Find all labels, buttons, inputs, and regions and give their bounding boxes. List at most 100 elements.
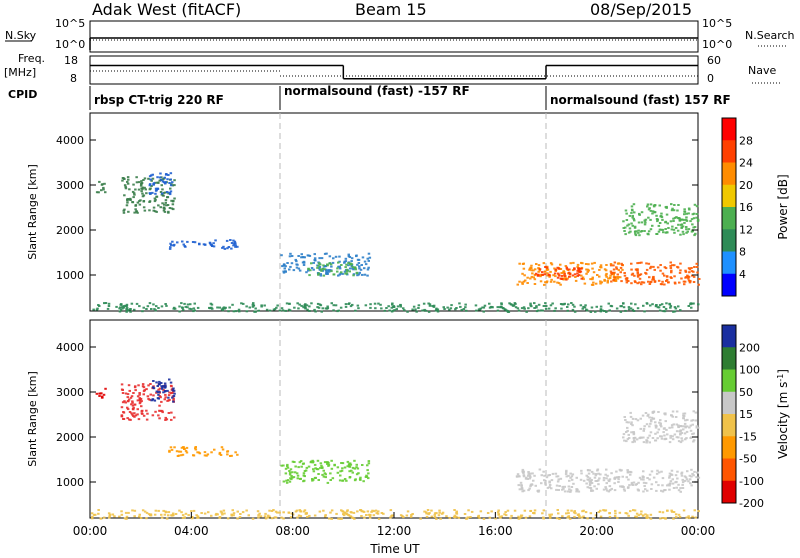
data-cell xyxy=(649,431,653,434)
data-cell xyxy=(118,515,121,518)
data-cell xyxy=(161,180,165,183)
data-cell xyxy=(140,405,143,408)
data-cell xyxy=(330,509,334,512)
data-cell xyxy=(670,228,674,231)
data-cell xyxy=(674,227,678,229)
data-cell xyxy=(100,396,104,399)
data-cell xyxy=(656,431,659,434)
data-cell xyxy=(166,389,169,392)
data-cell xyxy=(565,278,568,281)
data-cell xyxy=(402,307,405,310)
data-cell xyxy=(284,472,288,475)
data-cell xyxy=(227,310,230,313)
data-cell xyxy=(633,226,637,229)
data-cell xyxy=(169,187,172,190)
data-cell xyxy=(634,234,638,237)
data-cell xyxy=(127,178,130,181)
data-cell xyxy=(167,511,171,514)
data-cell xyxy=(687,228,691,231)
data-cell xyxy=(139,401,142,404)
data-cell xyxy=(605,310,608,313)
data-cell xyxy=(670,469,674,472)
data-cell xyxy=(500,306,503,309)
data-cell xyxy=(268,509,271,512)
data-cell xyxy=(665,302,668,305)
data-cell xyxy=(454,516,457,519)
data-cell xyxy=(625,476,628,479)
data-cell xyxy=(571,308,575,311)
data-cell xyxy=(170,411,173,414)
data-cell xyxy=(630,211,633,214)
data-cell xyxy=(588,486,591,489)
data-cell xyxy=(162,391,165,394)
data-cell xyxy=(151,398,155,401)
data-cell xyxy=(149,192,152,195)
data-cell xyxy=(529,476,532,479)
data-cell xyxy=(687,275,691,278)
data-cell xyxy=(291,476,294,479)
data-cell xyxy=(606,281,609,284)
data-cell xyxy=(293,471,297,474)
data-cell xyxy=(317,479,320,481)
data-cell xyxy=(341,462,345,465)
data-cell xyxy=(354,478,357,481)
data-cell xyxy=(661,228,665,231)
data-cell xyxy=(196,306,200,309)
data-cell xyxy=(679,233,682,236)
data-cell xyxy=(149,383,152,385)
data-cell xyxy=(417,307,420,309)
data-cell xyxy=(297,307,300,310)
data-cell xyxy=(435,307,438,310)
data-cell xyxy=(327,270,331,273)
data-region-7 xyxy=(90,509,700,520)
data-cell xyxy=(521,468,525,471)
data-cell xyxy=(673,231,676,234)
data-cell xyxy=(526,276,529,279)
data-region-3 xyxy=(168,446,239,457)
data-cell xyxy=(245,509,248,512)
nsearch-tick-low: 10^0 xyxy=(702,38,732,51)
data-cell xyxy=(399,305,402,308)
data-cell xyxy=(371,509,374,512)
data-cell xyxy=(372,514,376,517)
data-cell xyxy=(119,306,122,309)
data-cell xyxy=(438,511,441,514)
colorbar-tick-label: -200 xyxy=(739,497,764,510)
data-cell xyxy=(533,278,537,281)
data-cell xyxy=(168,247,172,250)
data-cell xyxy=(690,475,693,478)
data-cell xyxy=(432,305,436,308)
yaxis-label: Slant Range [km] xyxy=(26,371,39,467)
data-cell xyxy=(665,278,669,281)
data-cell xyxy=(288,268,291,271)
data-cell xyxy=(192,307,196,310)
data-cell xyxy=(338,273,341,276)
data-cell xyxy=(671,225,674,228)
data-cell xyxy=(364,304,368,307)
data-cell xyxy=(365,474,368,477)
data-cell xyxy=(153,197,157,200)
data-cell xyxy=(319,462,323,465)
data-cell xyxy=(340,462,343,464)
data-cell xyxy=(210,514,213,517)
data-cell xyxy=(210,245,214,247)
data-cell xyxy=(518,262,521,265)
data-cell xyxy=(330,517,333,520)
data-cell xyxy=(557,267,561,270)
data-cell xyxy=(654,421,657,424)
data-cell xyxy=(550,263,554,266)
data-cell xyxy=(137,181,141,184)
data-cell xyxy=(648,416,651,419)
data-cell xyxy=(351,303,354,306)
data-cell xyxy=(124,511,128,514)
data-cell xyxy=(234,310,238,313)
data-cell xyxy=(120,510,123,513)
data-cell xyxy=(624,419,627,421)
data-cell xyxy=(626,438,630,441)
data-cell xyxy=(555,488,558,491)
data-cell xyxy=(555,475,558,478)
data-cell xyxy=(533,268,537,271)
data-cell xyxy=(148,184,152,187)
data-cell xyxy=(636,272,640,275)
